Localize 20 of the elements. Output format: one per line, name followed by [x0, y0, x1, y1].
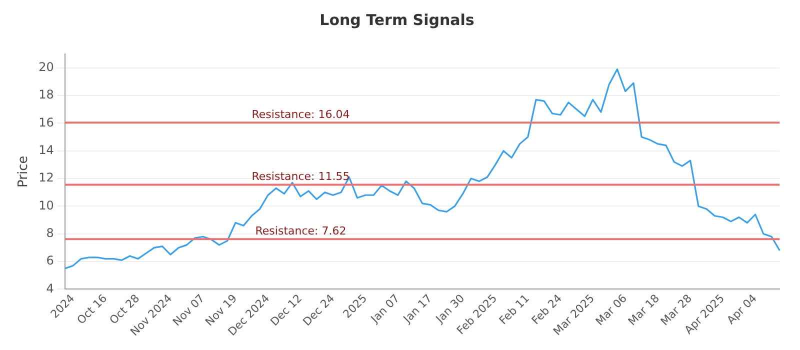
- x-tick-label: Apr 04: [724, 292, 760, 327]
- y-tick-label: 6: [46, 254, 54, 268]
- chart-title: Long Term Signals: [320, 10, 474, 29]
- x-tick-label: Feb 11: [496, 292, 532, 328]
- y-tick-label: 18: [38, 88, 54, 102]
- y-axis-title: Price: [16, 156, 32, 188]
- x-tick-label: Oct 16: [74, 292, 110, 327]
- x-tick-label: Jan 07: [368, 292, 402, 326]
- ref-line-label: Resistance: 16.04: [252, 108, 350, 121]
- y-tick-label: 20: [38, 60, 54, 74]
- y-tick-label: 16: [38, 115, 54, 130]
- y-tick-label: 4: [46, 281, 54, 296]
- ref-line-label: Resistance: 7.62: [255, 224, 346, 238]
- y-tick-label: 10: [38, 198, 54, 212]
- y-tick-label: 14: [38, 142, 54, 157]
- y-tick-label: 8: [46, 226, 54, 240]
- x-tick-label: Jan 17: [400, 292, 435, 326]
- ref-line-label: Resistance: 11.55: [252, 170, 350, 184]
- y-tick-label: 12: [38, 170, 54, 185]
- x-tick-label: Dec 24: [300, 292, 338, 328]
